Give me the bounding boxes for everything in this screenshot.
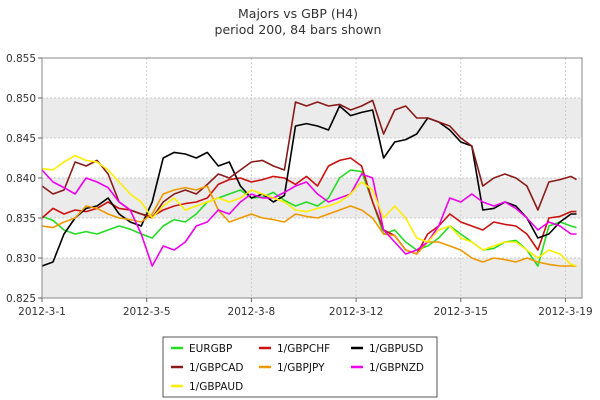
y-tick-label: 0.845 xyxy=(6,133,36,145)
chart-subtitle: period 200, 84 bars shown xyxy=(215,22,382,37)
y-tick-label: 0.840 xyxy=(6,173,36,185)
plot-band xyxy=(42,58,582,98)
y-tick-label: 0.855 xyxy=(6,53,36,65)
legend-label-1gbpusd: 1/GBPUSD xyxy=(369,343,423,355)
plot-background xyxy=(42,58,582,298)
series-line-1gbpusd xyxy=(41,105,577,267)
legend-box xyxy=(162,336,438,398)
plot-band xyxy=(42,178,582,218)
y-tick-label: 0.825 xyxy=(6,293,36,305)
legend-label-1gbpcad: 1/GBPCAD xyxy=(189,362,244,374)
legend-label-1gbpaud: 1/GBPAUD xyxy=(189,381,243,393)
chart-title: Majors vs GBP (H4) xyxy=(238,6,358,21)
plot-band xyxy=(42,258,582,298)
legend-label-1gbpchf: 1/GBPCHF xyxy=(277,343,330,355)
x-tick-label: 2012-3-12 xyxy=(329,306,383,318)
series-line-1gbpnzd xyxy=(41,169,577,267)
x-tick-label: 2012-3-5 xyxy=(123,306,171,318)
axes: 0.825 0.830 0.835 0.840 0.845 0.850 0.855 2012-… xyxy=(6,53,593,318)
plot-band xyxy=(42,218,582,258)
series-line-1gbpcad xyxy=(41,99,577,219)
plot-band xyxy=(42,138,582,178)
legend-label-eurgbp: EURGBP xyxy=(189,343,232,355)
legend-label-1gbpnzd: 1/GBPNZD xyxy=(369,362,424,374)
y-tick-label: 0.835 xyxy=(6,213,36,225)
series-line-1gbpjpy xyxy=(41,185,577,267)
y-tick-label: 0.850 xyxy=(6,93,36,105)
x-tick-label: 2012-3-1 xyxy=(18,306,66,318)
series-group xyxy=(41,99,577,267)
x-tick-label: 2012-3-19 xyxy=(538,306,592,318)
series-line-eurgbp xyxy=(41,169,577,267)
x-tick-label: 2012-3-8 xyxy=(228,306,276,318)
x-tick-label: 2012-3-15 xyxy=(434,306,488,318)
legend: EURGBP 1/GBPCHF 1/GBPUSD 1/GBPCAD 1/GBPJPY 1/… xyxy=(162,336,438,398)
legend-label-1gbpjpy: 1/GBPJPY xyxy=(277,362,325,374)
series-line-1gbpaud xyxy=(41,154,577,267)
y-tick-label: 0.830 xyxy=(6,253,36,265)
